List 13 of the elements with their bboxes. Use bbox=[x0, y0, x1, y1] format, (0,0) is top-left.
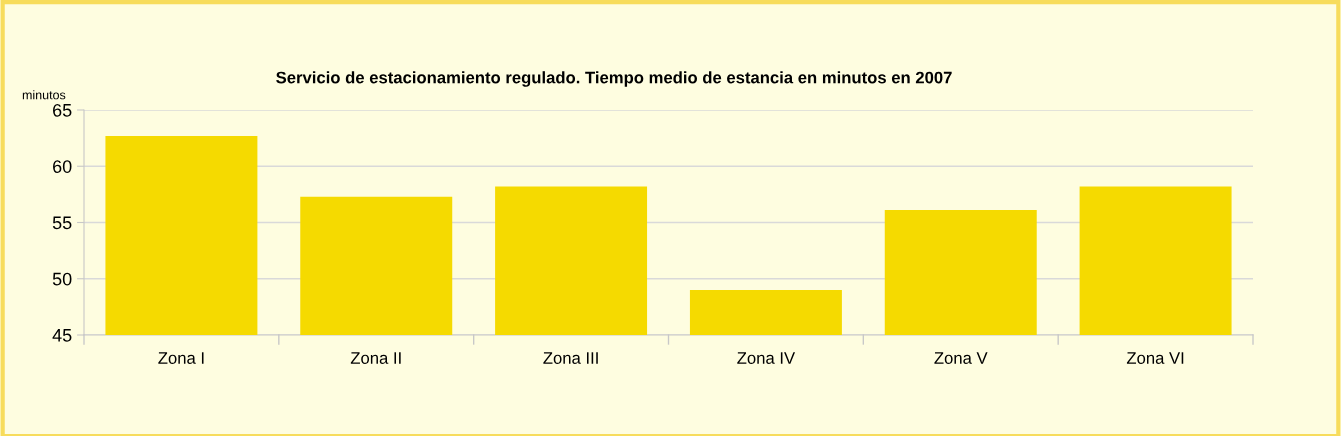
y-tick-label: 45 bbox=[52, 329, 72, 342]
y-tick-label: 60 bbox=[53, 160, 72, 173]
x-tick-label: Zona V bbox=[934, 352, 988, 364]
chart-title: Servicio de estacionamiento regulado. Tiempo medio de estancia en minutos en 2007 bbox=[276, 71, 952, 87]
y-tick-label: 55 bbox=[52, 216, 72, 230]
y-tick-label: 50 bbox=[52, 272, 72, 286]
x-tick-label: Zona I bbox=[158, 352, 204, 364]
x-tick-label: Zona IV bbox=[737, 352, 796, 364]
x-tick-label: Zona II bbox=[350, 352, 401, 364]
x-tick-label: Zona VI bbox=[1126, 352, 1184, 364]
x-tick-label: Zona III bbox=[543, 352, 598, 364]
y-axis-title: minutos bbox=[22, 90, 66, 100]
y-tick-label: 65 bbox=[53, 103, 72, 117]
